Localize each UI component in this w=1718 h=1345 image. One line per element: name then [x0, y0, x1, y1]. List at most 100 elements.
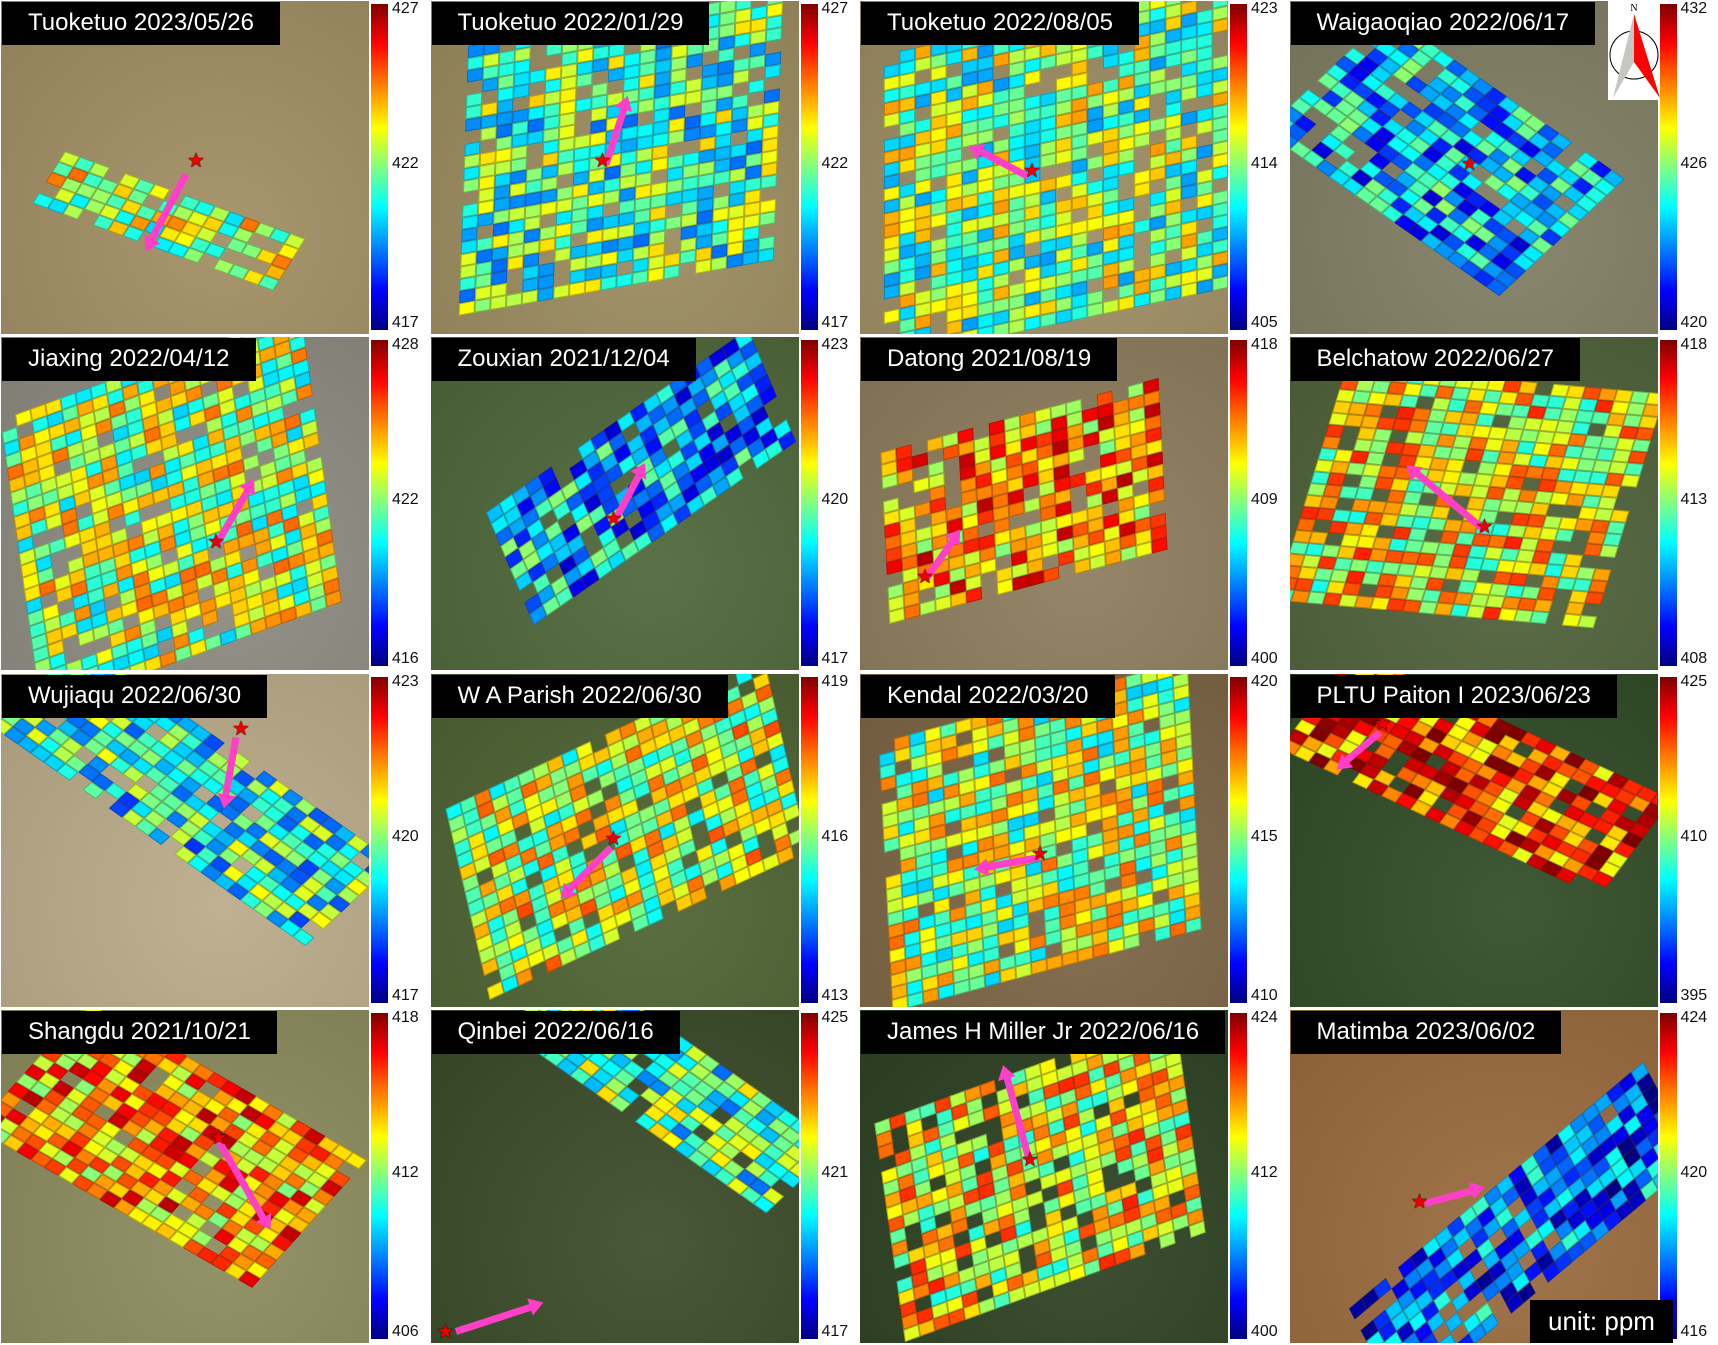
xco2-swath — [32, 151, 306, 291]
xco2-pixel — [159, 650, 177, 668]
xco2-pixel — [883, 284, 900, 300]
xco2-swath — [1, 337, 342, 671]
colorbar-tick-max: 420 — [1251, 672, 1278, 690]
satellite-map: ★ — [430, 1, 799, 334]
colorbar-tick-min: 413 — [821, 986, 849, 1004]
xco2-pixel — [1118, 295, 1135, 312]
xco2-pixel — [935, 595, 952, 612]
panel-title: Qinbei 2022/06/16 — [431, 1010, 680, 1054]
xco2-pixel — [977, 509, 994, 526]
xco2-pixel — [1554, 529, 1574, 543]
map-panel: ★ W A Parish 2022/06/30 419 416 413 — [430, 673, 860, 1009]
colorbar — [371, 1012, 388, 1339]
power-plant-star-icon: ★ — [1373, 712, 1392, 735]
xco2-pixel — [1040, 312, 1056, 328]
colorbar-tick-max: 419 — [821, 672, 849, 690]
colorbar-tick-max: 428 — [392, 336, 419, 354]
xco2-pixel — [1071, 195, 1088, 211]
colorbar-tick-min: 417 — [821, 650, 849, 668]
xco2-pixel — [481, 77, 498, 93]
xco2-pixel — [1102, 53, 1119, 70]
colorbar — [1659, 676, 1677, 1003]
xco2-pixel — [686, 53, 703, 69]
xco2-pixel — [730, 118, 747, 134]
xco2-pixel — [1120, 545, 1137, 563]
colorbar-tick-min: 417 — [821, 314, 849, 331]
xco2-pixel — [647, 267, 664, 283]
satellite-map: ★ — [1, 1, 369, 334]
xco2-pixel — [1087, 154, 1103, 171]
colorbar-tick-max: 427 — [821, 0, 849, 17]
xco2-pixel — [945, 831, 963, 849]
power-plant-star-icon: ★ — [232, 717, 250, 740]
xco2-pixel — [683, 126, 700, 142]
satellite-map: ★ — [430, 673, 799, 1007]
xco2-pixel — [1043, 566, 1060, 583]
xco2-pixel — [915, 93, 931, 109]
colorbar-tick-min: 410 — [1251, 986, 1278, 1004]
power-plant-star-icon: ★ — [187, 150, 205, 172]
xco2-pixel — [1577, 615, 1597, 629]
map-panel: ★ Kendal 2022/03/20 420 415 410 — [859, 673, 1289, 1009]
xco2-pixel — [1134, 292, 1150, 308]
xco2-pixel — [1620, 474, 1640, 488]
xco2-pixel — [913, 477, 930, 494]
map-panel: ★ PLTU Paiton I 2023/06/23 425 410 395 — [1289, 673, 1718, 1009]
power-plant-star-icon: ★ — [916, 566, 934, 589]
satellite-map: ★ — [430, 1009, 799, 1343]
xco2-pixel — [1009, 257, 1025, 273]
xco2-pixel — [204, 633, 222, 652]
xco2-pixel — [942, 444, 959, 461]
xco2-pixel — [242, 454, 260, 472]
xco2-pixel — [1105, 549, 1122, 567]
xco2-pixel — [748, 54, 765, 70]
xco2-pixel — [1148, 488, 1166, 505]
xco2-pixel — [883, 333, 900, 334]
panel-title: PLTU Paiton I 2023/06/23 — [1290, 674, 1617, 718]
xco2-pixel — [1196, 205, 1213, 221]
map-panel: ★ James H Miller Jr 2022/06/16 424 412 400 — [859, 1009, 1289, 1345]
xco2-pixel — [663, 264, 680, 280]
xco2-pixel — [479, 126, 497, 142]
xco2-pixel — [996, 578, 1014, 596]
colorbar — [800, 1012, 818, 1339]
power-plant-star-icon: ★ — [593, 150, 612, 172]
xco2-pixel — [476, 212, 494, 228]
xco2-pixel — [568, 281, 585, 297]
satellite-map: ★ — [860, 337, 1228, 671]
xco2-pixel — [1087, 216, 1103, 232]
xco2-pixel — [607, 67, 624, 83]
xco2-pixel — [1087, 130, 1103, 146]
xco2-pixel — [1165, 236, 1182, 252]
xco2-pixel — [694, 258, 711, 274]
satellite-map: ★ — [1, 1009, 369, 1343]
xco2-pixel — [1212, 17, 1228, 34]
xco2-pixel — [1149, 166, 1166, 182]
xco2-pixel — [930, 212, 947, 229]
xco2-pixel — [954, 1241, 972, 1260]
power-plant-star-icon: ★ — [210, 1126, 228, 1149]
xco2-pixel — [1149, 80, 1166, 96]
xco2-pixel — [1074, 558, 1091, 575]
xco2-pixel — [521, 289, 538, 305]
xco2-pixel — [1012, 574, 1029, 592]
panel-title: James H Miller Jr 2022/06/16 — [861, 1010, 1226, 1054]
panel-title: Jiaxing 2022/04/12 — [2, 338, 256, 382]
colorbar — [1230, 340, 1247, 667]
xco2-pixel — [1132, 468, 1149, 485]
colorbar-tick-min: 417 — [392, 986, 419, 1004]
satellite-map: ★ — [1289, 1, 1658, 334]
colorbar-tick-max: 418 — [1680, 336, 1708, 354]
power-plant-star-icon: ★ — [1460, 153, 1479, 175]
satellite-map: ★ — [1289, 337, 1658, 671]
colorbar-tick-max: 424 — [1251, 1008, 1278, 1026]
colorbar-tick-mid: 410 — [1680, 827, 1708, 845]
xco2-pixel — [1056, 173, 1072, 190]
xco2-pixel — [982, 1103, 1000, 1122]
xco2-pixel — [1134, 132, 1150, 149]
xco2-pixel — [978, 1296, 996, 1315]
panel-title: Shangdu 2021/10/21 — [2, 1010, 277, 1054]
power-plant-star-icon: ★ — [1031, 842, 1049, 865]
colorbar-tick-min: 420 — [1680, 314, 1708, 331]
xco2-pixel — [758, 211, 776, 227]
